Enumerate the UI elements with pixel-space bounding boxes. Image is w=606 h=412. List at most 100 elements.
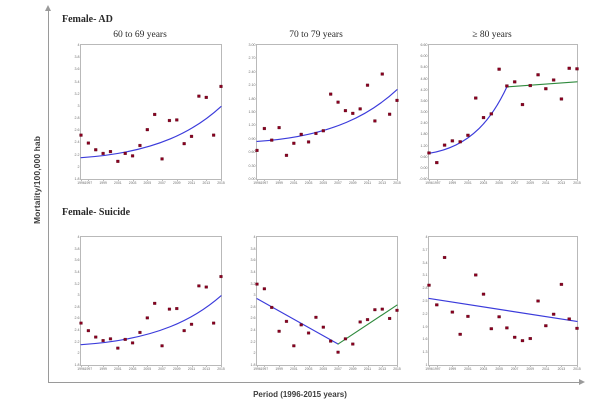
y-tick-label: 1.20 — [248, 123, 256, 128]
data-point — [435, 304, 438, 307]
data-point — [153, 113, 156, 116]
x-tick-label: 1997 — [260, 366, 269, 371]
data-point — [102, 152, 105, 155]
x-tick-label: 2003 — [128, 366, 137, 371]
data-point — [322, 326, 325, 329]
x-tick-mark — [191, 179, 193, 181]
data-point — [505, 85, 508, 88]
y-tick-mark — [427, 156, 429, 158]
y-tick-label: 3.4 — [74, 269, 80, 274]
chart-panel-4: 4 3.8 3.6 3.4 3.2 3 2.8 2.6 2.4 2.2 2 1.8 1996 1997 19… — [56, 222, 225, 382]
data-point — [285, 320, 288, 323]
y-tick-label: 2.8 — [74, 304, 80, 309]
y-tick-label: 0.00 — [420, 165, 428, 170]
data-point — [190, 135, 193, 138]
x-tick-mark — [103, 365, 105, 367]
data-point — [80, 134, 83, 137]
data-point — [498, 316, 501, 319]
panel-title-3: ≥ 80 years — [472, 30, 512, 40]
x-tick-label: 2011 — [187, 180, 196, 185]
x-tick-mark — [436, 365, 438, 367]
x-tick-mark — [323, 365, 325, 367]
plot-inner-5: 4 3.8 3.6 3.4 3.2 3 2.8 2.6 2.4 2.2 2 1.8 1996 1997 19… — [251, 235, 401, 371]
data-point — [131, 342, 134, 345]
y-tick-mark — [427, 134, 429, 136]
y-tick-label: 0.60 — [248, 150, 256, 155]
x-tick-mark — [545, 179, 547, 181]
x-tick-mark — [561, 365, 563, 367]
y-tick-mark — [255, 112, 257, 113]
data-point — [337, 351, 340, 354]
y-tick-label: 1.80 — [248, 96, 256, 101]
y-tick-label: 0.90 — [248, 136, 256, 141]
x-tick-mark — [499, 365, 501, 367]
x-tick-mark — [338, 365, 340, 367]
data-point — [131, 155, 134, 158]
data-point — [505, 327, 508, 330]
data-point — [256, 283, 259, 286]
x-tick-label: 2013 — [378, 366, 387, 371]
x-tick-mark — [483, 179, 485, 181]
plot-inner-1: 4 3.8 3.6 3.4 3.2 3 2.8 2.6 2.4 2.2 2 1.8 1996 1997 19… — [75, 43, 225, 185]
y-tick-label: 2.2 — [250, 339, 256, 344]
data-point — [300, 133, 303, 136]
x-tick-mark — [530, 365, 532, 367]
data-point — [197, 285, 200, 288]
y-tick-label: 1.50 — [248, 110, 256, 114]
x-tick-mark — [132, 179, 134, 181]
x-tick-label: 1997 — [84, 366, 93, 371]
plot-area-5: 4 3.8 3.6 3.4 3.2 3 2.8 2.6 2.4 2.2 2 1.8 1996 1997 19… — [251, 235, 401, 371]
x-tick-label: 2001 — [464, 366, 472, 371]
y-tick-label: 4 — [253, 235, 256, 239]
y-tick-mark — [79, 179, 81, 180]
data-point — [102, 339, 105, 342]
trend-line-segment — [257, 299, 338, 344]
x-tick-label: 2015 — [393, 366, 401, 371]
y-tick-mark — [79, 105, 81, 107]
y-tick-mark — [255, 330, 257, 332]
y-tick-mark — [79, 353, 81, 355]
y-tick-label: 3.8 — [74, 246, 80, 251]
y-tick-mark — [79, 130, 81, 132]
x-tick-label: 2007 — [158, 180, 166, 185]
data-point — [270, 306, 273, 309]
x-tick-mark — [279, 365, 281, 367]
y-tick-mark — [427, 45, 429, 46]
y-tick-label: 3.4 — [422, 260, 428, 265]
x-tick-label: 1999 — [448, 180, 457, 185]
x-tick-mark — [338, 179, 340, 181]
data-point — [351, 112, 354, 115]
data-point — [373, 120, 376, 123]
data-point — [139, 144, 142, 147]
data-point — [80, 322, 83, 325]
trend-line-segment — [81, 107, 221, 158]
x-tick-label: 2013 — [557, 366, 566, 371]
data-point — [337, 101, 340, 104]
x-tick-mark — [577, 365, 578, 367]
x-tick-mark — [293, 179, 295, 181]
data-point — [344, 109, 347, 112]
data-point — [168, 308, 171, 311]
data-point — [459, 140, 462, 143]
x-tick-label: 2009 — [173, 366, 181, 371]
y-tick-mark — [255, 125, 257, 127]
y-tick-mark — [255, 248, 257, 250]
y-tick-mark — [255, 365, 257, 366]
row-label-female-suicide: Female- Suicide — [62, 207, 131, 218]
y-tick-label: 1.9 — [422, 324, 428, 329]
x-tick-mark — [436, 179, 438, 181]
x-tick-mark — [221, 365, 222, 367]
plot-inner-6: 4 3.7 3.4 3.1 2.8 2.5 2.2 1.9 1.6 1.3 1 1996 1997 199… — [423, 235, 581, 371]
data-point — [109, 338, 112, 341]
y-tick-label: 3.2 — [74, 91, 80, 96]
y-tick-mark — [255, 71, 257, 73]
trend-line-segment — [338, 305, 397, 344]
y-tick-mark — [79, 237, 81, 238]
data-point — [466, 315, 469, 318]
x-tick-mark — [88, 365, 90, 367]
x-tick-mark — [382, 365, 384, 367]
data-point — [576, 327, 579, 330]
data-point — [474, 274, 477, 277]
y-tick-label: 3.2 — [74, 281, 80, 286]
data-point — [292, 345, 295, 348]
